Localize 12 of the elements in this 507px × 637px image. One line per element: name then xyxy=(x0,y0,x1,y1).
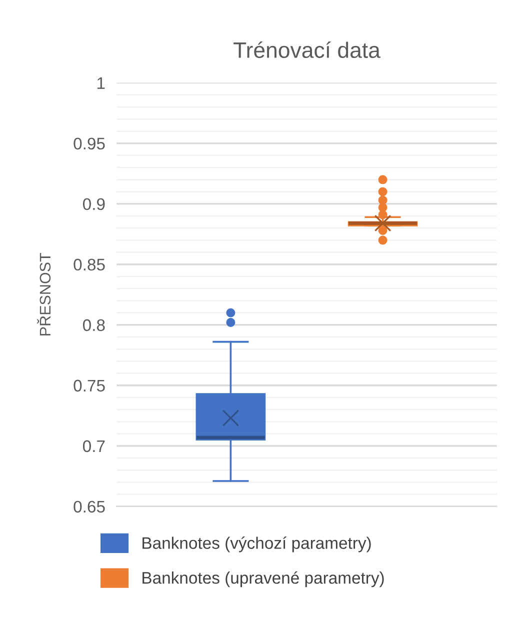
y-tick-label: 0.9 xyxy=(82,198,105,210)
chart-title: Trénovací data xyxy=(234,41,380,58)
legend-label: Banknotes (výchozí parametry) xyxy=(142,536,371,552)
y-tick-label: 0.95 xyxy=(74,138,105,150)
y-axis-title: PŘESNOST xyxy=(37,252,51,336)
y-tick-label: 0.65 xyxy=(74,500,105,513)
y-tick-label: 0.85 xyxy=(74,258,105,271)
legend-label: Banknotes (upravené parametry) xyxy=(142,571,384,588)
y-tick-label: 1 xyxy=(98,77,105,89)
y-tick-label: 0.75 xyxy=(74,380,105,392)
y-tick-label: 0.8 xyxy=(82,319,105,332)
y-tick-label: 0.7 xyxy=(82,440,105,452)
